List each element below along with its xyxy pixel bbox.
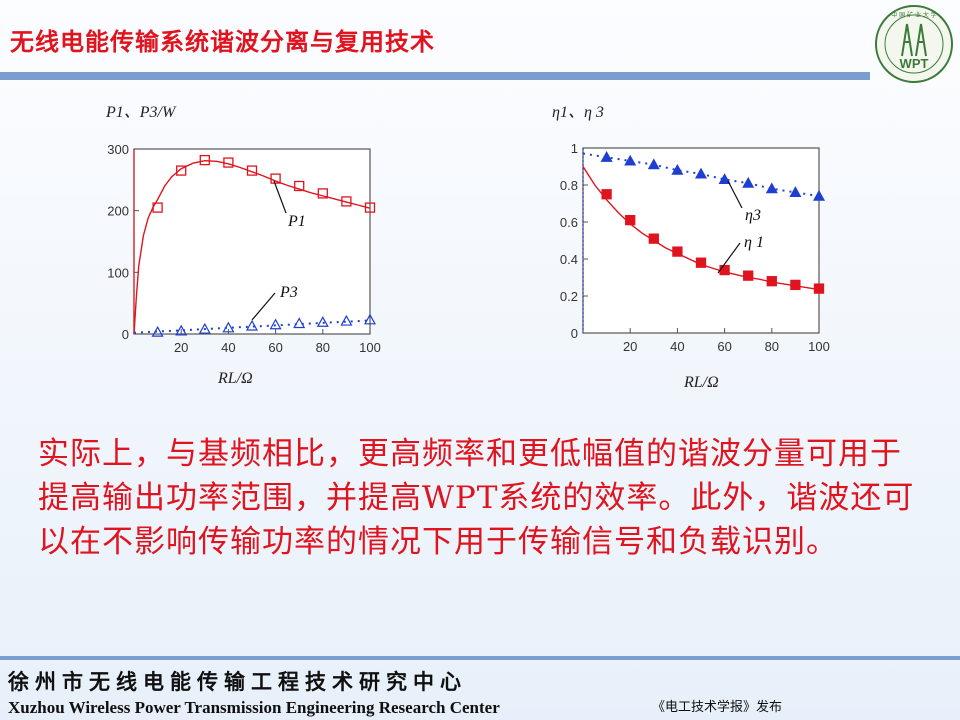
x-tick-label: 20 [623,339,637,354]
series-1-point [766,276,777,287]
series-2-point [198,322,211,334]
annotation-label: P3 [279,284,298,301]
logo-center-text: WPT [900,56,929,71]
annotation-label: P1 [287,213,306,230]
x-tick-label: 40 [221,340,235,355]
series-2-point [175,324,188,336]
x-tick-label: 20 [174,340,188,355]
series-2-point [742,176,755,188]
wpt-tower-logo: WPT 中 国 矿 业 大 学 [875,5,953,83]
series-2-point [624,154,637,166]
chart-xlabel: RL/Ω [217,370,253,387]
chart-ylabel: η1、η 3 [552,104,604,121]
series-line-1 [582,166,820,291]
power-chart: P1、P3/W RL/Ω 20 40 60 80 100 0 100 200 300 P1 P3 [105,104,381,387]
y-tick-label: 100 [107,265,129,280]
series-1-point [648,233,659,244]
header-divider [0,72,870,80]
efficiency-chart: η1、η 3 RL/Ω 20 40 60 80 100 0 0.2 0.4 0.6 0.8 1 η3 η… [552,104,830,391]
plot-content: 20 40 60 80 100 0 100 200 300 P1 P3 [107,142,381,355]
annotation-leader [273,180,287,214]
series-1-point [270,173,281,184]
plot-frame [133,148,371,335]
x-tick-label: 60 [268,340,282,355]
annotation-label: η 1 [744,234,764,251]
series-2-point [718,173,731,185]
logo-top-text: 中 国 矿 业 大 学 [891,11,937,19]
body-paragraph: 实际上，与基频相比，更高频率和更低幅值的谐波分量可用于提高输出功率范围，并提高W… [38,436,915,560]
series-2-point [245,319,259,331]
series-2-point [647,158,660,170]
series-1-point [223,157,234,168]
y-tick-label: 0 [571,326,578,341]
series-2-point [363,313,377,325]
footer-org-cn: 徐州市无线电能传输工程技术研究中心 [8,670,467,694]
series-1-point [695,257,707,268]
series-2-point [316,316,329,327]
plot-frame [582,147,820,334]
series-2-point [694,167,708,179]
series-1-point [199,154,210,166]
series-1-point [294,180,305,192]
y-tick-label: 0 [122,327,129,342]
page-title: 无线电能传输系统谐波分离与复用技术 [10,28,435,56]
series-2-point [789,186,802,198]
y-tick-label: 300 [107,142,129,157]
y-tick-label: 0.6 [560,215,578,230]
x-tick-label: 80 [765,339,779,354]
series-1-point [813,283,825,294]
series-1-point [341,196,352,207]
series-2-point [269,318,282,330]
footer-org-en: Xuzhou Wireless Power Transmission Engin… [8,698,500,717]
annotation-label: η3 [745,207,761,224]
series-2-point [151,325,164,337]
series-1-point [152,202,163,213]
series-2-point [222,321,235,333]
series-1-point [601,189,612,200]
y-tick-label: 200 [107,204,129,219]
x-tick-label: 60 [717,339,731,354]
series-1-point [743,270,754,281]
series-1-point [364,202,376,213]
y-tick-label: 1 [571,141,578,156]
plot-content: 20 40 60 80 100 0 0.2 0.4 0.6 0.8 1 η3 η 1 [560,141,830,354]
x-tick-label: 100 [808,339,830,354]
series-1-point [176,165,187,176]
y-tick-label: 0.8 [560,178,578,193]
series-1-point [790,279,801,291]
series-2-point [671,163,684,175]
x-tick-label: 100 [359,340,381,355]
series-1-point [672,246,683,257]
publication-source: 《电工技术学报》发布 [652,700,783,715]
annotation-leader [251,292,276,321]
series-1-point [246,165,258,176]
y-tick-label: 0.4 [560,252,578,267]
footer-divider [0,656,960,660]
series-line-1 [133,160,371,335]
series-2-point [293,317,306,329]
chart-xlabel: RL/Ω [683,374,719,391]
x-tick-label: 80 [316,340,330,355]
series-1-point [625,215,636,226]
x-tick-label: 40 [670,339,684,354]
series-2-point [340,314,353,326]
y-tick-label: 0.2 [560,289,578,304]
series-2-point [600,151,613,162]
series-2-point [765,182,778,194]
series-2-point [812,189,826,201]
annotation-leader [727,180,743,209]
annotation-leader [717,242,741,274]
series-1-point [719,264,730,276]
chart-ylabel: P1、P3/W [105,104,177,121]
series-1-point [317,188,328,199]
